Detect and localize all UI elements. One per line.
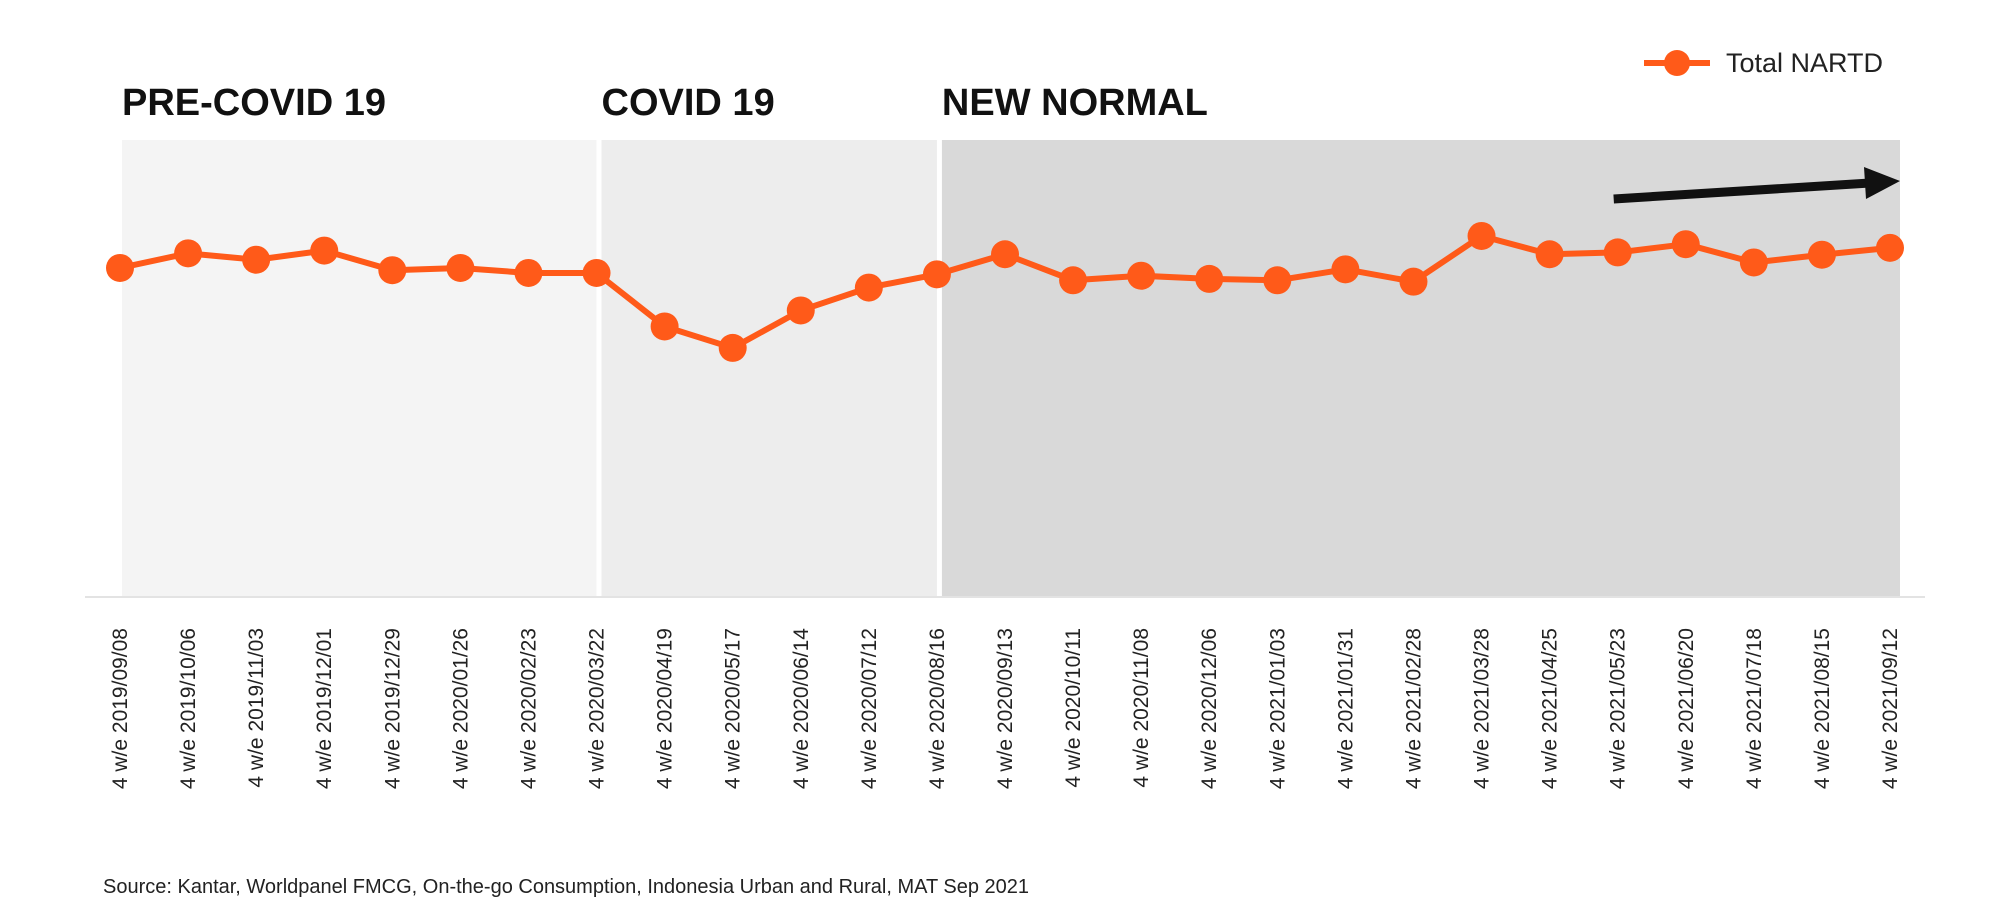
source-note: Source: Kantar, Worldpanel FMCG, On-the-… (103, 876, 1030, 898)
phase-label-new-normal: NEW NORMAL (942, 82, 1208, 124)
x-tick-label: 4 w/e 2020/01/26 (449, 628, 472, 789)
phase-labels: PRE-COVID 19 COVID 19 NEW NORMAL (122, 82, 1208, 124)
x-tick-label: 4 w/e 2020/07/12 (858, 628, 881, 789)
x-tick-label: 4 w/e 2020/09/13 (994, 628, 1017, 789)
phase-bands (122, 140, 1900, 597)
x-tick-label: 4 w/e 2020/04/19 (654, 628, 677, 789)
data-point (446, 253, 475, 282)
data-point (1603, 238, 1632, 267)
data-point (242, 245, 271, 274)
x-tick-label: 4 w/e 2019/11/03 (245, 628, 268, 788)
phase-band-covid-19 (601, 140, 937, 597)
x-tick-label: 4 w/e 2019/12/01 (313, 628, 336, 789)
phase-label-covid-19: COVID 19 (602, 82, 775, 124)
x-tick-label: 4 w/e 2020/03/22 (586, 628, 609, 789)
data-point (1195, 264, 1224, 293)
x-tick-label: 4 w/e 2021/02/28 (1402, 628, 1425, 789)
x-tick-labels: 4 w/e 2019/09/08 4 w/e 2019/10/06 4 w/e 20… (109, 628, 1902, 789)
x-tick-label: 4 w/e 2019/12/29 (381, 628, 404, 789)
data-point (1467, 221, 1496, 250)
data-point (1263, 266, 1292, 295)
x-tick-label: 4 w/e 2021/03/28 (1471, 628, 1494, 789)
data-point (1399, 267, 1428, 296)
data-point (786, 296, 815, 325)
x-tick-label: 4 w/e 2020/06/14 (790, 628, 813, 789)
trend-arrow-shaft (1613, 178, 1871, 204)
data-point (1671, 230, 1700, 259)
data-point (1535, 240, 1564, 269)
phase-band-pre-covid-19 (122, 140, 597, 597)
data-point (854, 273, 883, 302)
legend-label: Total NARTD (1726, 48, 1883, 78)
x-tick-label: 4 w/e 2021/06/20 (1675, 628, 1698, 789)
x-tick-label: 4 w/e 2019/10/06 (177, 628, 200, 789)
legend-marker (1664, 50, 1690, 76)
data-point (174, 239, 203, 268)
trend-arrow-head (1864, 167, 1900, 199)
data-point (514, 258, 543, 287)
data-point (1876, 233, 1904, 262)
x-tick-label: 4 w/e 2021/04/25 (1539, 628, 1562, 789)
data-point (1331, 255, 1360, 284)
trend-arrow-layer (1613, 167, 1900, 204)
data-point (922, 260, 951, 289)
x-tick-label: 4 w/e 2021/05/23 (1607, 628, 1630, 789)
x-tick-label: 4 w/e 2021/01/03 (1266, 628, 1289, 789)
x-tick-label: 4 w/e 2020/10/11 (1062, 628, 1085, 788)
data-point (582, 258, 611, 287)
x-tick-label: 4 w/e 2020/08/16 (926, 628, 949, 789)
data-point (1059, 266, 1088, 295)
data-point (650, 312, 679, 341)
data-point (1807, 240, 1836, 269)
series-layer (106, 221, 1904, 362)
phase-label-pre-covid-19: PRE-COVID 19 (122, 82, 386, 124)
x-tick-label: 4 w/e 2021/08/15 (1811, 628, 1834, 789)
x-tick-label: 4 w/e 2020/11/08 (1130, 628, 1153, 788)
phase-band-new-normal (941, 140, 1900, 597)
data-point (991, 240, 1019, 269)
x-tick-label: 4 w/e 2021/01/31 (1334, 628, 1357, 789)
x-tick-label: 4 w/e 2021/09/12 (1879, 628, 1902, 789)
x-tick-label: 4 w/e 2019/09/08 (109, 628, 132, 789)
data-point (378, 256, 407, 285)
x-tick-label: 4 w/e 2020/12/06 (1198, 628, 1221, 789)
x-tick-label: 4 w/e 2020/05/17 (722, 628, 745, 789)
data-point (718, 333, 747, 362)
data-point (1739, 248, 1768, 277)
legend: Total NARTD (1644, 48, 1883, 78)
x-tick-label: 4 w/e 2021/07/18 (1743, 628, 1766, 789)
data-point (310, 236, 339, 265)
data-point (106, 253, 134, 282)
data-point (1127, 261, 1156, 290)
x-tick-label: 4 w/e 2020/02/23 (517, 628, 540, 789)
